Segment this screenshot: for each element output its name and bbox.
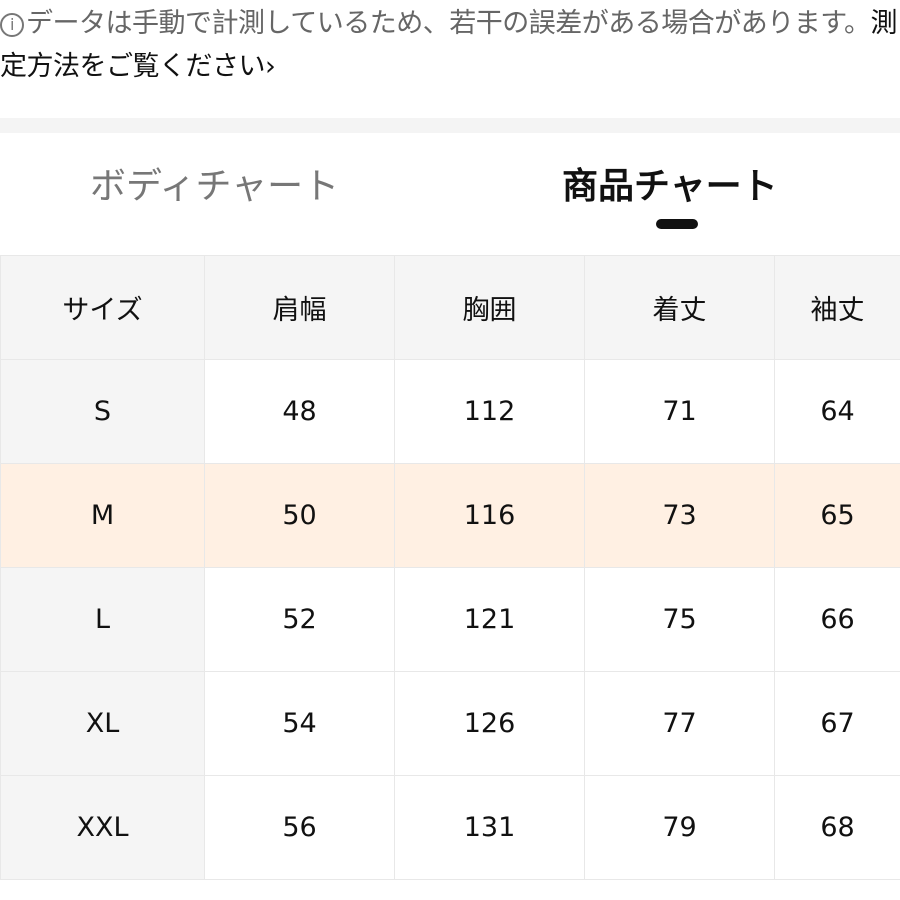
header-sleeve: 袖丈 — [774, 255, 900, 360]
cell-chest: 112 — [394, 359, 585, 464]
cell-sleeve: 65 — [774, 463, 900, 568]
cell-length: 73 — [584, 463, 775, 568]
cell-size: M — [0, 463, 205, 568]
table-row: M 50 116 73 65 — [0, 463, 900, 568]
cell-sleeve: 68 — [774, 775, 900, 880]
header-chest: 胸囲 — [394, 255, 585, 360]
cell-shoulder: 54 — [204, 671, 395, 776]
measurement-method-link[interactable]: 測定方法をご覧ください› — [0, 8, 898, 82]
cell-shoulder: 52 — [204, 567, 395, 672]
tab-body-chart[interactable]: ボディチャート — [90, 166, 340, 207]
cell-size: L — [0, 567, 205, 672]
cell-sleeve: 66 — [774, 567, 900, 672]
section-divider — [0, 118, 900, 133]
cell-chest: 116 — [394, 463, 585, 568]
header-length: 着丈 — [584, 255, 775, 360]
cell-chest: 131 — [394, 775, 585, 880]
cell-chest: 121 — [394, 567, 585, 672]
link-label[interactable]: 測定方法をご覧ください — [0, 8, 898, 82]
cell-length: 77 — [584, 671, 775, 776]
table-header-row: サイズ 肩幅 胸囲 着丈 袖丈 — [0, 255, 900, 360]
chevron-right-icon: › — [265, 51, 276, 82]
cell-length: 75 — [584, 567, 775, 672]
measurement-notice: i データは手動で計測しているため、若干の誤差がある場合があります。測定方法をご覧… — [0, 2, 900, 88]
header-shoulder: 肩幅 — [204, 255, 395, 360]
active-tab-indicator — [656, 219, 698, 229]
info-icon: i — [0, 13, 24, 37]
cell-chest: 126 — [394, 671, 585, 776]
table-row: S 48 112 71 64 — [0, 359, 900, 464]
cell-sleeve: 67 — [774, 671, 900, 776]
cell-size: XL — [0, 671, 205, 776]
cell-length: 71 — [584, 359, 775, 464]
cell-size: S — [0, 359, 205, 464]
tab-product-chart[interactable]: 商品チャート — [562, 166, 778, 207]
cell-shoulder: 48 — [204, 359, 395, 464]
table-row: L 52 121 75 66 — [0, 567, 900, 672]
table-row: XL 54 126 77 67 — [0, 671, 900, 776]
cell-length: 79 — [584, 775, 775, 880]
cell-shoulder: 56 — [204, 775, 395, 880]
cell-size: XXL — [0, 775, 205, 880]
table-row: XXL 56 131 79 68 — [0, 775, 900, 880]
cell-sleeve: 64 — [774, 359, 900, 464]
header-size: サイズ — [0, 255, 205, 360]
notice-text: データは手動で計測しているため、若干の誤差がある場合があります。 — [26, 8, 871, 39]
cell-shoulder: 50 — [204, 463, 395, 568]
size-table: サイズ 肩幅 胸囲 着丈 袖丈 S 48 112 71 64 M 50 116 73 65 L 52 1… — [0, 255, 900, 880]
